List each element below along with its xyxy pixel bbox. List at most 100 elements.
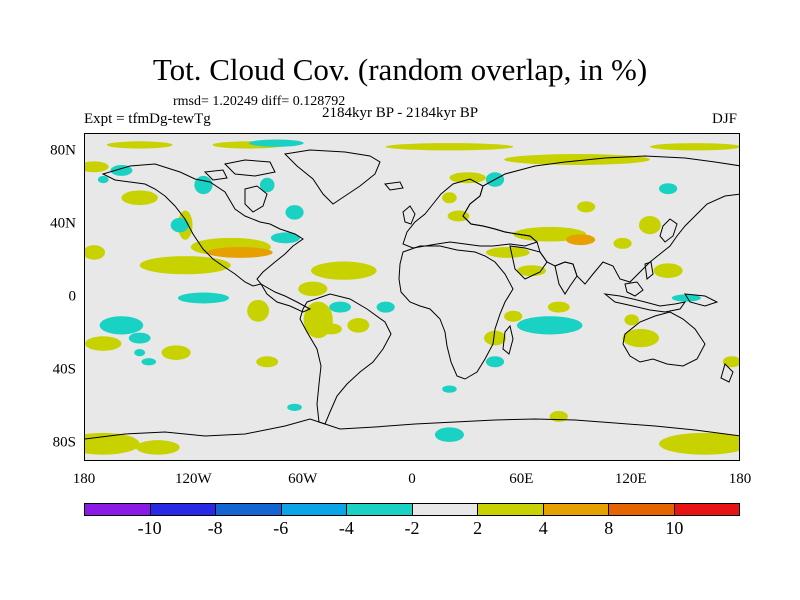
experiment-label: Expt = tfmDg-tewTg	[84, 111, 211, 127]
anomaly-region-11	[139, 256, 231, 275]
anomaly-region-61	[134, 349, 146, 357]
coastline-india	[554, 261, 578, 295]
colorbar-swatch	[478, 504, 544, 515]
colorbar-label: -8	[207, 518, 223, 538]
x-tick-label: 180	[72, 471, 96, 487]
colorbar-label: 4	[538, 518, 548, 538]
anomaly-region-20	[85, 336, 122, 351]
anomaly-region-40	[659, 432, 739, 455]
season-label: DJF	[712, 111, 738, 127]
anomaly-region-15	[298, 281, 328, 297]
anomaly-region-43	[110, 164, 133, 176]
colorbar	[84, 503, 740, 516]
colorbar-swatch	[85, 504, 151, 515]
colorbar-swatch	[281, 504, 347, 515]
colorbar-label: -10	[137, 518, 162, 538]
coastline-indonesia	[603, 293, 687, 313]
anomaly-region-5	[504, 154, 650, 165]
anomaly-region-32	[484, 330, 506, 346]
colorbar-label: 10	[665, 518, 684, 538]
coastline-british-isles	[402, 205, 416, 225]
colorbar-swatch	[216, 504, 282, 515]
anomaly-region-28	[442, 192, 457, 204]
coastline-iceland	[384, 181, 404, 191]
colorbar-label: 2	[473, 518, 483, 538]
colorbar-label: -2	[404, 518, 420, 538]
coastline-antarctica	[85, 418, 739, 440]
anomaly-region-30	[613, 237, 632, 249]
anomaly-region-50	[270, 232, 301, 244]
anomaly-region-58	[516, 316, 583, 335]
colorbar-label: -6	[273, 518, 289, 538]
coastline-asia	[462, 155, 739, 285]
anomaly-region-56	[128, 332, 151, 344]
coastline-europe	[402, 178, 538, 249]
anomaly-region-33	[504, 310, 523, 322]
anomaly-regions	[85, 139, 739, 455]
anomaly-region-49	[170, 217, 189, 233]
anomaly-region-3	[385, 143, 514, 151]
anomaly-region-21	[161, 345, 191, 360]
anomaly-region-16	[247, 299, 270, 322]
anomaly-region-38	[85, 432, 140, 455]
x-tick-label: 180	[728, 471, 752, 487]
coastline-borneo	[624, 281, 644, 297]
map-panel	[84, 133, 740, 461]
anomaly-region-1	[106, 141, 173, 149]
anomaly-region-63	[434, 427, 465, 442]
anomaly-region-37	[722, 356, 739, 368]
anomaly-region-52	[177, 292, 229, 304]
anomaly-region-36	[624, 314, 639, 326]
anomaly-region-26	[516, 265, 547, 277]
anomaly-region-18	[320, 323, 342, 335]
map-canvas	[85, 139, 739, 455]
y-tick-label: 80S	[52, 434, 76, 451]
colorbar-swatch	[412, 504, 478, 515]
anomaly-region-29	[638, 216, 661, 235]
y-tick-label: 40N	[50, 215, 76, 232]
coastline-arctic-islands	[203, 159, 276, 181]
coastlines	[85, 149, 739, 440]
colorbar-swatch	[609, 504, 675, 515]
anomaly-region-39	[136, 440, 180, 455]
anomaly-region-45	[194, 175, 213, 195]
coastline-philippines	[644, 261, 654, 280]
anomaly-region-34	[547, 301, 570, 313]
stats-text: rmsd= 1.20249 diff= 0.128792	[173, 94, 346, 109]
anomaly-region-62	[442, 385, 457, 393]
coastline-hudson-bay	[244, 185, 268, 213]
anomaly-region-0	[85, 161, 109, 173]
anomaly-region-47	[285, 205, 304, 220]
anomaly-region-25	[485, 246, 530, 258]
y-tick-label: 0	[68, 288, 77, 305]
anomaly-region-4	[649, 143, 739, 151]
coastline-greenland	[283, 149, 381, 205]
anomaly-region-13	[207, 246, 273, 258]
anomaly-region-57	[141, 358, 157, 366]
x-tick-label: 0	[408, 471, 416, 487]
coastline-central-america	[259, 282, 312, 313]
colorbar-swatch	[543, 504, 609, 515]
anomaly-region-54	[376, 301, 395, 313]
coastline-north-america	[101, 163, 304, 287]
anomaly-region-6	[449, 172, 486, 184]
y-tick-label: 80N	[50, 142, 76, 159]
anomaly-region-44	[97, 175, 109, 184]
colorbar-swatch	[674, 504, 739, 515]
anomaly-region-42	[249, 139, 304, 147]
coastline-africa	[398, 245, 514, 380]
anomaly-region-55	[99, 316, 144, 335]
coastline-new-guinea	[684, 293, 719, 307]
coastline-south-america	[299, 293, 392, 425]
coastline-japan	[659, 218, 678, 243]
x-tick-label: 60E	[509, 471, 534, 487]
anomaly-region-35	[622, 328, 659, 348]
anomaly-region-64	[287, 403, 302, 411]
anomaly-region-60	[671, 294, 701, 302]
anomaly-region-46	[259, 177, 275, 193]
colorbar-label: 8	[604, 518, 614, 538]
anomaly-region-53	[329, 301, 352, 313]
anomaly-region-19	[347, 318, 370, 333]
x-tick-label: 120E	[614, 471, 647, 487]
anomaly-region-10	[85, 245, 106, 260]
